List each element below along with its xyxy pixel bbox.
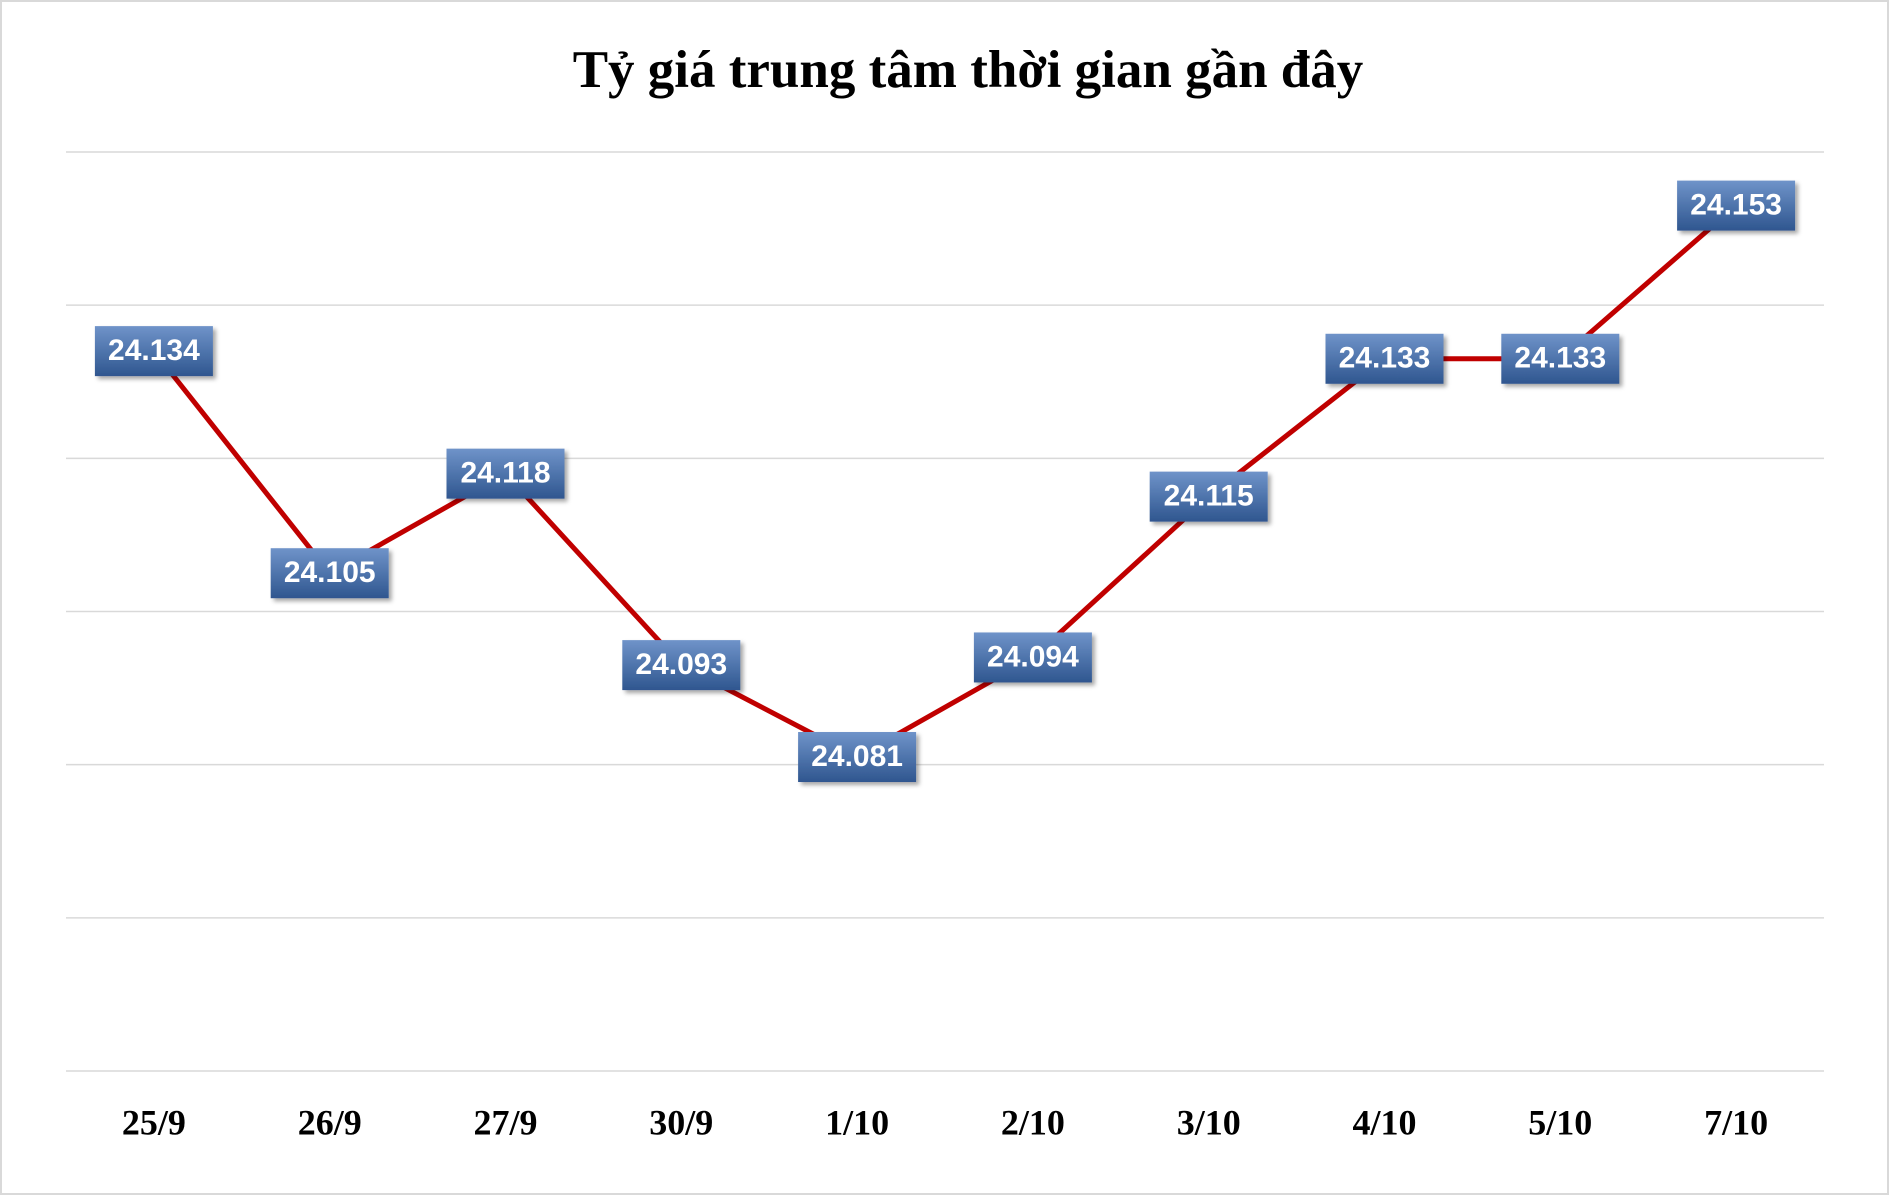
- line: [151, 203, 1738, 760]
- x-tick-label: 5/10: [1528, 1102, 1592, 1142]
- value-label-text: 24.105: [284, 556, 376, 589]
- chart-title: Tỷ giá trung tâm thời gian gần đây: [573, 41, 1364, 99]
- x-tick-label: 26/9: [298, 1102, 362, 1142]
- x-tick-label: 2/10: [1001, 1102, 1065, 1142]
- value-label-box: [1149, 471, 1268, 522]
- value-label: 24.118: [446, 448, 565, 499]
- value-label: 24.133: [1325, 333, 1444, 384]
- value-label-text: 24.115: [1164, 480, 1254, 513]
- value-label: 24.134: [94, 326, 213, 377]
- value-label: 24.105: [270, 548, 389, 599]
- value-label-box: [446, 448, 565, 499]
- value-label: 24.115: [1149, 471, 1268, 522]
- value-label-box: [1501, 333, 1620, 384]
- value-label: 24.133: [1501, 333, 1620, 384]
- value-label-text: 24.094: [987, 640, 1079, 673]
- value-label-box: [270, 548, 389, 599]
- value-label-text: 24.118: [460, 457, 550, 490]
- value-label: 24.153: [1677, 180, 1796, 231]
- value-label-box: [973, 632, 1092, 683]
- x-tick-label: 30/9: [649, 1102, 713, 1142]
- value-label-text: 24.133: [1339, 342, 1431, 375]
- x-tick-label: 7/10: [1704, 1102, 1768, 1142]
- x-tick-label: 27/9: [473, 1102, 537, 1142]
- value-label: 24.093: [622, 640, 741, 691]
- x-tick-label: 25/9: [122, 1102, 186, 1142]
- x-tick-label: 3/10: [1177, 1102, 1241, 1142]
- value-label-box: [798, 732, 917, 783]
- value-label-text: 24.093: [635, 648, 727, 681]
- value-label-box: [1677, 180, 1796, 231]
- value-label-box: [94, 326, 213, 377]
- value-label-box: [622, 640, 741, 691]
- value-label: 24.081: [798, 732, 917, 783]
- value-label-text: 24.153: [1690, 189, 1782, 222]
- value-label-text: 24.134: [108, 334, 200, 367]
- value-label: 24.094: [973, 632, 1092, 683]
- value-label-box: [1325, 333, 1444, 384]
- x-tick-label: 1/10: [825, 1102, 889, 1142]
- x-tick-label: 4/10: [1352, 1102, 1416, 1142]
- value-label-text: 24.081: [811, 740, 903, 773]
- value-label-text: 24.133: [1514, 342, 1606, 375]
